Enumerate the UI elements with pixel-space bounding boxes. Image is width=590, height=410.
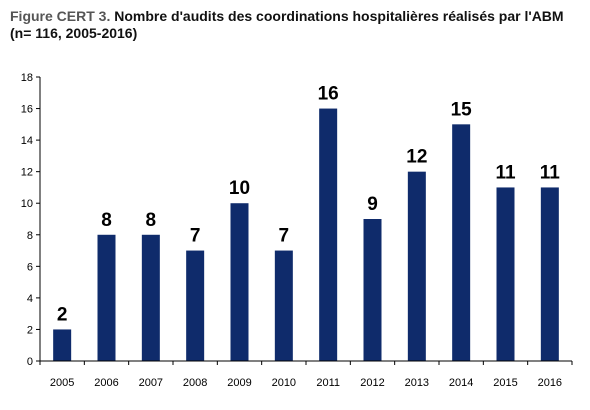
x-tick-label: 2008 (183, 377, 207, 389)
x-tick-label: 2016 (538, 377, 562, 389)
x-tick-label: 2012 (360, 377, 384, 389)
data-label: 8 (101, 210, 112, 231)
x-tick-label: 2014 (449, 377, 473, 389)
bar (141, 234, 160, 361)
y-tick-label: 12 (21, 167, 33, 179)
bar (363, 219, 382, 361)
y-tick-label: 0 (27, 356, 33, 368)
x-tick-label: 2006 (94, 377, 118, 389)
bars (53, 108, 559, 361)
y-tick-label: 18 (21, 72, 33, 84)
data-label: 10 (229, 178, 250, 199)
data-label: 15 (451, 99, 473, 120)
chart-title: Figure CERT 3. Nombre d'audits des coord… (10, 8, 580, 42)
figure-number: Figure CERT 3. (10, 8, 111, 24)
data-label: 12 (406, 147, 427, 168)
x-tick-label: 2009 (227, 377, 251, 389)
bar (230, 203, 249, 361)
bar (407, 171, 426, 361)
y-tick-label: 2 (27, 324, 33, 336)
bar (97, 234, 116, 361)
data-label: 7 (190, 226, 201, 247)
figure-caption: Nombre d'audits des coordinations hospit… (10, 8, 564, 41)
bar (452, 124, 471, 361)
x-tick-label: 2015 (493, 377, 517, 389)
data-label: 11 (495, 162, 516, 183)
y-tick-label: 8 (27, 230, 33, 242)
bar (319, 108, 338, 361)
data-label: 8 (146, 210, 157, 231)
data-label: 7 (279, 226, 290, 247)
y-tick-label: 6 (27, 261, 33, 273)
bar (53, 329, 72, 361)
y-tick-label: 10 (21, 198, 33, 210)
x-tick-label: 2005 (50, 377, 74, 389)
data-label: 9 (367, 194, 378, 215)
y-tick-label: 14 (21, 135, 33, 147)
data-label: 2 (57, 304, 68, 325)
x-tick-label: 2007 (139, 377, 163, 389)
x-tick-label: 2013 (405, 377, 429, 389)
data-label: 16 (318, 84, 339, 105)
x-axis: 2005 2006 2007 2008 2009 2010 2011 2012 2013 2014… (39, 360, 573, 389)
bar (274, 250, 293, 361)
y-tick-label: 4 (27, 293, 33, 305)
x-tick-label: 2011 (316, 377, 340, 389)
bar (540, 187, 559, 361)
x-tick-label: 2010 (272, 377, 296, 389)
data-label: 11 (540, 162, 561, 183)
data-labels: 2 8 8 7 10 7 16 9 12 15 11 11 (57, 84, 560, 326)
y-tick-label: 16 (21, 104, 33, 116)
bar (496, 187, 515, 361)
bar (186, 250, 205, 361)
y-axis: 0 2 4 6 8 10 12 14 16 18 (21, 72, 41, 368)
